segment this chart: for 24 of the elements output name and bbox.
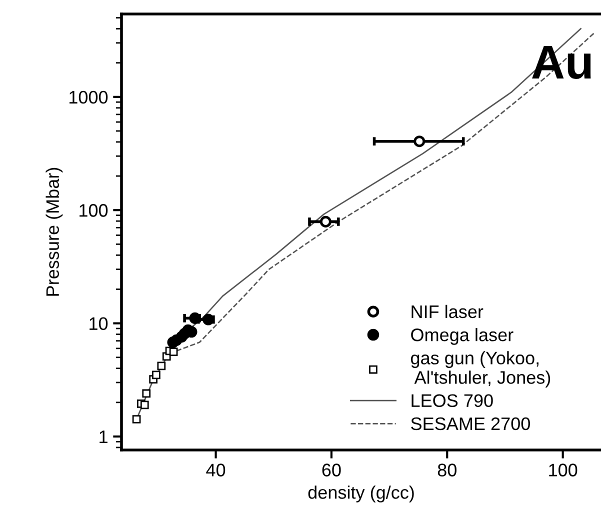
x-tick-label: 80	[438, 464, 456, 476]
y-tick-label: 100	[80, 204, 108, 217]
legend-label: gas gun (Yokoo, Al'tshuler, Jones)	[411, 351, 550, 388]
legend-label: SESAME 2700	[411, 417, 530, 430]
y-axis-title: Pressure (Mbar)	[46, 168, 63, 296]
x-axis-title: density (g/cc)	[308, 486, 414, 502]
point	[167, 336, 179, 348]
point	[132, 415, 141, 424]
point	[152, 370, 160, 380]
x-tick-label: 60	[322, 464, 341, 476]
x-tick-label: 100	[549, 464, 578, 476]
legend-label: Omega laser	[411, 328, 514, 345]
point	[414, 136, 426, 148]
point	[142, 389, 151, 398]
y-tick-label: 1	[100, 430, 108, 444]
y-tick-label: 1000	[70, 90, 108, 104]
point	[140, 400, 149, 410]
point	[169, 348, 178, 356]
legend-label: NIF laser	[412, 304, 484, 318]
x-tick-label: 40	[206, 464, 226, 476]
point	[157, 362, 166, 370]
point	[320, 216, 332, 228]
legend-label: LEOS 790	[412, 394, 493, 408]
y-tick-label: 10	[90, 317, 108, 330]
